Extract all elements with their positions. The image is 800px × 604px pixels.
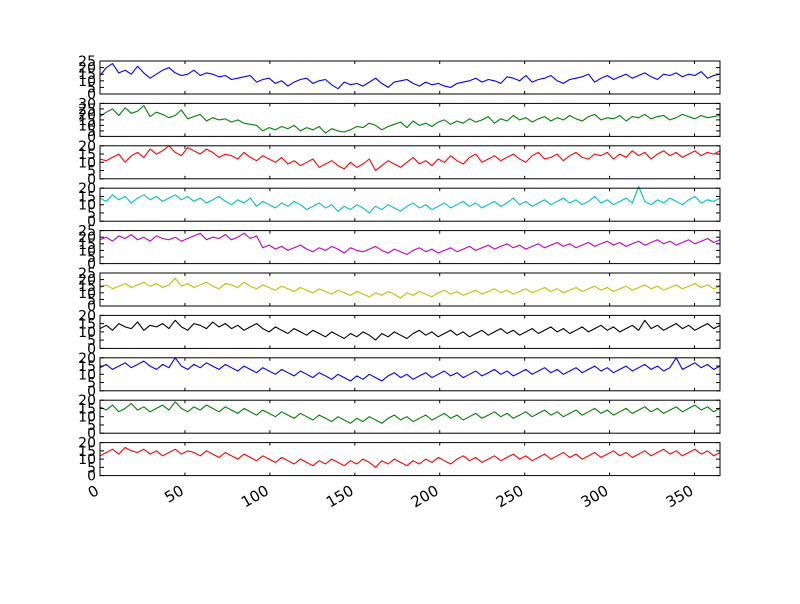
y-tick-label: 15 [78, 237, 96, 253]
y-tick-label: 0 [87, 384, 96, 400]
x-tick-label: 350 [663, 481, 697, 511]
y-tick-label: 15 [78, 67, 96, 83]
y-tick-label: 20 [78, 181, 96, 197]
y-tick-label: 5 [87, 164, 96, 180]
y-tick-label: 5 [87, 460, 96, 476]
y-tick-label: 5 [87, 124, 96, 140]
panel-frame [99, 442, 721, 477]
y-tick-label: 25 [78, 54, 96, 70]
y-tick-label: 20 [78, 351, 96, 367]
panel-frame [99, 60, 721, 95]
y-tick-label: 10 [78, 155, 96, 171]
y-tick-label: 0 [87, 172, 96, 188]
y-tick-label: 30 [78, 96, 96, 112]
series-line-8 [99, 357, 721, 382]
y-tick-label: 15 [78, 401, 96, 417]
y-tick-label: 10 [78, 243, 96, 259]
x-tick-label: 250 [493, 481, 527, 511]
y-tick-label: 10 [78, 325, 96, 341]
y-tick-label: 10 [78, 198, 96, 214]
x-tick-label: 300 [578, 481, 612, 511]
panel-frame [99, 102, 721, 137]
y-tick-label: 0 [87, 469, 96, 485]
panel-frame [99, 357, 721, 392]
y-tick-label: 15 [78, 317, 96, 333]
y-tick-label: 25 [78, 102, 96, 118]
x-tick-label: 50 [161, 481, 187, 506]
y-tick-label: 0 [87, 341, 96, 357]
y-tick-label: 5 [87, 206, 96, 222]
y-tick-label: 5 [87, 250, 96, 266]
series-line-7 [99, 319, 721, 341]
series-line-6 [99, 277, 721, 299]
y-tick-label: 5 [87, 292, 96, 308]
y-tick-label: 5 [87, 80, 96, 96]
y-tick-label: 20 [78, 308, 96, 324]
panel-frame [99, 187, 721, 222]
x-tick-label: 150 [323, 481, 357, 511]
x-tick-label: 0 [85, 481, 102, 501]
series-line-1 [99, 63, 721, 90]
y-tick-label: 0 [87, 426, 96, 442]
x-tick-label: 100 [238, 481, 272, 511]
y-tick-label: 20 [78, 107, 96, 123]
y-tick-label: 20 [78, 393, 96, 409]
panel-frame [99, 145, 721, 180]
panel-frame [99, 399, 721, 434]
y-tick-label: 10 [78, 367, 96, 383]
y-tick-label: 0 [87, 87, 96, 103]
y-tick-label: 10 [78, 452, 96, 468]
y-tick-label: 5 [87, 376, 96, 392]
y-tick-label: 0 [87, 299, 96, 315]
y-tick-label: 15 [78, 444, 96, 460]
panel-frame [99, 314, 721, 349]
y-tick-label: 20 [78, 436, 96, 452]
y-tick-label: 0 [87, 214, 96, 230]
y-tick-label: 20 [78, 230, 96, 246]
y-tick-label: 0 [87, 129, 96, 145]
y-tick-label: 25 [78, 266, 96, 282]
y-tick-label: 15 [78, 359, 96, 375]
y-tick-label: 10 [78, 74, 96, 90]
y-tick-label: 5 [87, 418, 96, 434]
y-tick-label: 20 [78, 273, 96, 289]
y-tick-label: 10 [78, 286, 96, 302]
y-tick-label: 10 [78, 410, 96, 426]
y-tick-label: 0 [87, 257, 96, 273]
x-tick-label: 200 [408, 481, 442, 511]
panel-frame [99, 230, 721, 265]
y-tick-label: 20 [78, 139, 96, 155]
series-line-10 [99, 446, 721, 468]
y-tick-label: 15 [78, 279, 96, 295]
y-tick-label: 10 [78, 118, 96, 134]
y-tick-label: 15 [78, 147, 96, 163]
y-tick-label: 5 [87, 333, 96, 349]
y-tick-label: 25 [78, 224, 96, 240]
series-line-5 [99, 232, 721, 255]
series-line-2 [99, 105, 721, 134]
series-line-4 [99, 185, 721, 214]
y-tick-label: 15 [78, 113, 96, 129]
panel-frame [99, 272, 721, 307]
y-tick-label: 15 [78, 189, 96, 205]
series-line-3 [99, 145, 721, 172]
y-tick-label: 20 [78, 61, 96, 77]
series-line-9 [99, 401, 721, 424]
